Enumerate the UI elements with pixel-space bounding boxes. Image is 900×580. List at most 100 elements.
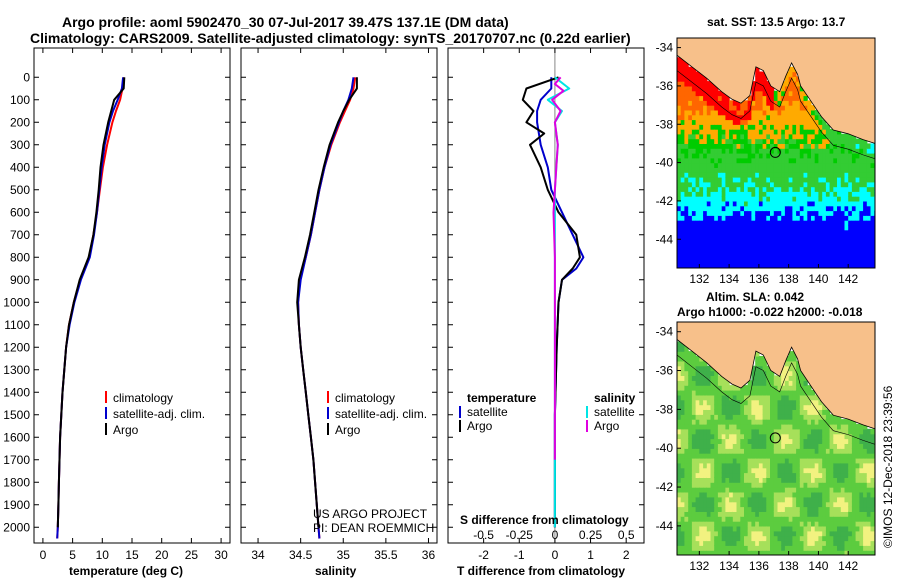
map-cell <box>755 229 760 236</box>
map-cell <box>829 428 834 435</box>
map-cell <box>855 157 860 164</box>
map-cell <box>844 433 849 440</box>
map-cell <box>747 428 752 435</box>
map-cell <box>792 516 797 522</box>
map-cell <box>766 167 771 173</box>
map-cell <box>870 196 875 202</box>
map-cell <box>848 224 853 231</box>
map-cell <box>747 114 752 121</box>
map-cell <box>706 448 712 454</box>
map-cell <box>729 443 734 449</box>
map-cell <box>729 433 734 440</box>
map-cell <box>833 263 838 268</box>
map-cell <box>766 186 771 192</box>
map-cell <box>770 521 775 527</box>
map-cell <box>695 200 700 207</box>
map-cell <box>732 453 738 459</box>
map-cell <box>866 525 872 532</box>
map-cell <box>803 550 808 555</box>
map-cell <box>699 365 704 372</box>
map-cell <box>848 215 853 221</box>
map-cell <box>725 167 730 173</box>
map-cell <box>695 229 700 236</box>
map-cell <box>859 482 864 488</box>
map-cell <box>818 419 823 425</box>
map-cell <box>781 385 786 391</box>
map-cell <box>762 224 767 231</box>
map-cell <box>837 496 842 503</box>
map-cell <box>773 380 779 386</box>
map-cell <box>714 100 719 106</box>
map-cell <box>833 172 838 178</box>
map-cell <box>837 215 842 221</box>
map-cell <box>840 239 846 245</box>
map-cell <box>710 462 715 469</box>
map-cell <box>677 105 682 111</box>
map-cell <box>729 404 734 410</box>
map-cell <box>732 516 738 522</box>
map-cell <box>714 370 719 376</box>
map-cell <box>706 210 712 216</box>
map-cell <box>840 229 846 236</box>
map-cell <box>677 224 682 231</box>
map-cell <box>755 351 760 357</box>
map-cell <box>818 399 823 406</box>
map-cell <box>706 453 712 459</box>
map-cell <box>777 516 782 522</box>
map-cell <box>699 263 704 268</box>
map-cell <box>851 477 857 483</box>
map-cell <box>684 181 689 188</box>
map-cell <box>684 124 689 130</box>
map-cell <box>851 224 857 231</box>
map-cell <box>695 365 700 372</box>
map-cell <box>706 239 712 245</box>
map-cell <box>758 263 764 268</box>
map-cell <box>840 258 846 264</box>
map-cell <box>866 196 872 202</box>
map-cell <box>814 114 819 121</box>
lat-tick-label: -38 <box>656 402 674 416</box>
map-cell <box>770 428 775 435</box>
map-cell <box>803 186 808 192</box>
map-cell <box>851 482 857 488</box>
map-cell <box>740 234 745 240</box>
map-cell <box>766 491 771 498</box>
map-cell <box>691 167 697 173</box>
map-cell <box>784 76 790 82</box>
map-cell <box>755 453 760 459</box>
map-cell <box>833 253 838 259</box>
map-cell <box>703 472 708 478</box>
map-cell <box>851 215 857 221</box>
map-cell <box>755 114 760 121</box>
map-cell <box>710 124 715 130</box>
map-cell <box>788 66 793 73</box>
map-cell <box>863 248 868 255</box>
map-cell <box>695 370 700 376</box>
map-cell <box>732 467 738 474</box>
map-cell <box>736 438 741 444</box>
map-cell <box>811 205 816 212</box>
map-cell <box>851 210 857 216</box>
map-cell <box>710 385 715 391</box>
map-cell <box>792 220 797 226</box>
map-cell <box>751 153 756 159</box>
map-cell <box>837 148 842 154</box>
map-cell <box>863 186 868 192</box>
map-cell <box>677 365 682 372</box>
map-cell <box>770 95 775 101</box>
map-cell <box>688 477 693 483</box>
map-cell <box>706 521 712 527</box>
map-cell <box>848 423 853 430</box>
map-cell <box>822 196 827 202</box>
map-cell <box>777 399 782 406</box>
map-cell <box>866 487 872 493</box>
map-cell <box>825 496 831 503</box>
map-cell <box>691 191 697 197</box>
map-cell <box>710 419 715 425</box>
map-cell <box>751 462 756 469</box>
map-cell <box>710 433 715 440</box>
map-cell <box>762 95 767 101</box>
map-cell <box>729 133 734 140</box>
map-cell <box>788 239 793 245</box>
map-cell <box>747 516 752 522</box>
